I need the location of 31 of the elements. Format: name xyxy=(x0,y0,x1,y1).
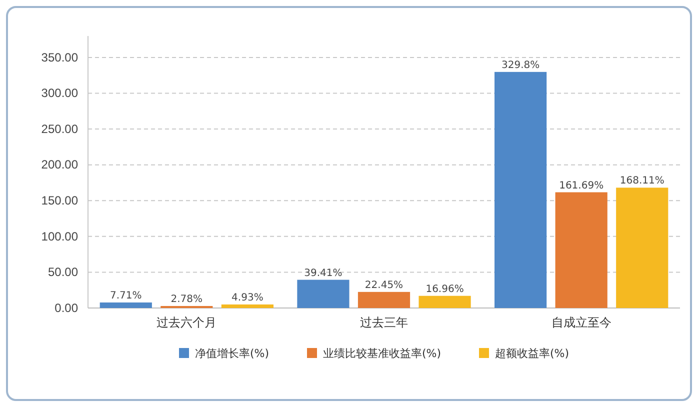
y-tick-label: 50.00 xyxy=(48,265,78,280)
y-tick-label: 300.00 xyxy=(41,86,78,100)
data-label: 2.78% xyxy=(170,294,203,306)
x-tick-label: 过去三年 xyxy=(360,316,408,330)
data-label: 329.8% xyxy=(501,60,540,71)
data-label: 16.96% xyxy=(426,284,464,295)
data-label: 22.45% xyxy=(364,280,404,291)
data-label: 168.11% xyxy=(620,176,664,187)
legend-label: 超额收益率(%) xyxy=(495,347,570,360)
y-tick-label: 350.00 xyxy=(41,50,78,64)
y-tick-label: 150.00 xyxy=(41,193,78,208)
bar xyxy=(555,192,608,308)
x-tick-label: 过去六个月 xyxy=(156,316,217,330)
bar xyxy=(616,188,668,308)
bar xyxy=(221,304,274,308)
y-tick-label: 100.00 xyxy=(41,229,78,244)
y-tick-label: 0.00 xyxy=(54,300,78,315)
data-label: 39.41% xyxy=(304,268,342,279)
data-label: 7.71% xyxy=(110,290,142,302)
legend-label: 净值增长率(%) xyxy=(195,347,270,360)
bar xyxy=(100,302,152,308)
bar xyxy=(297,280,350,308)
legend-label: 业绩比较基准收益率(%) xyxy=(323,347,442,360)
data-label: 161.69% xyxy=(559,180,604,192)
bar xyxy=(358,292,410,308)
data-label: 4.93% xyxy=(232,292,264,304)
y-tick-label: 200.00 xyxy=(41,158,78,172)
bar xyxy=(494,72,547,308)
x-tick-label: 自成立至今 xyxy=(551,316,612,330)
bar xyxy=(418,296,471,308)
y-tick-label: 250.00 xyxy=(41,122,78,136)
